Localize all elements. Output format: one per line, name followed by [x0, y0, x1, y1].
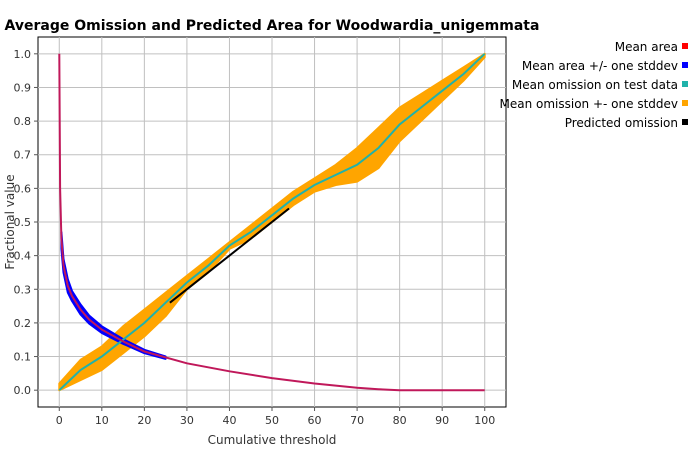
x-axis-label: Cumulative threshold — [208, 433, 337, 447]
legend-swatch — [682, 100, 688, 106]
series-area-stddev-band — [60, 231, 167, 360]
legend-label: Mean area +/- one stddev — [522, 59, 678, 73]
y-tick-label: 0.7 — [14, 149, 32, 162]
y-tick-label: 0.2 — [14, 317, 32, 330]
x-tick-label: 10 — [95, 414, 109, 427]
series-mean-area-line — [58, 53, 485, 392]
legend-swatch — [682, 119, 688, 125]
y-tick-label: 0.4 — [14, 250, 32, 263]
x-tick-label: 30 — [180, 414, 194, 427]
y-tick-label: 0.3 — [14, 283, 32, 296]
x-tick-label: 60 — [308, 414, 322, 427]
y-tick-label: 0.1 — [14, 351, 32, 364]
legend-swatch — [682, 43, 688, 49]
legend-swatch — [682, 62, 688, 68]
x-tick-label: 90 — [435, 414, 449, 427]
chart-title: Average Omission and Predicted Area for … — [5, 18, 540, 34]
x-tick-label: 0 — [56, 414, 63, 427]
axes: 0 10 20 30 40 50 60 70 80 90 100 0.0 0.1 0.2 0.3 0.4 0.5… — [14, 48, 496, 427]
legend: Mean area Mean area +/- one stddev Mean om… — [500, 40, 688, 130]
y-axis-label: Fractional value — [3, 174, 17, 269]
grid — [38, 37, 506, 407]
y-tick-label: 0.0 — [14, 384, 32, 397]
legend-swatch — [682, 81, 688, 87]
y-tick-label: 0.9 — [14, 81, 32, 94]
y-tick-label: 0.8 — [14, 115, 32, 128]
x-tick-label: 40 — [222, 414, 236, 427]
x-tick-label: 80 — [393, 414, 407, 427]
x-tick-label: 70 — [350, 414, 364, 427]
y-tick-label: 0.6 — [14, 182, 32, 195]
series-layer — [58, 52, 486, 392]
x-tick-label: 50 — [265, 414, 279, 427]
legend-label: Predicted omission — [565, 116, 678, 130]
x-tick-label: 20 — [137, 414, 151, 427]
y-tick-label: 1.0 — [14, 48, 32, 61]
series-mean-omission-line — [58, 53, 486, 391]
y-tick-label: 0.5 — [14, 216, 32, 229]
x-tick-label: 100 — [474, 414, 495, 427]
legend-label: Mean omission on test data — [512, 78, 678, 92]
legend-label: Mean omission +- one stddev — [500, 97, 679, 111]
legend-label: Mean area — [615, 40, 678, 54]
series-predicted-omission-line — [169, 207, 290, 304]
